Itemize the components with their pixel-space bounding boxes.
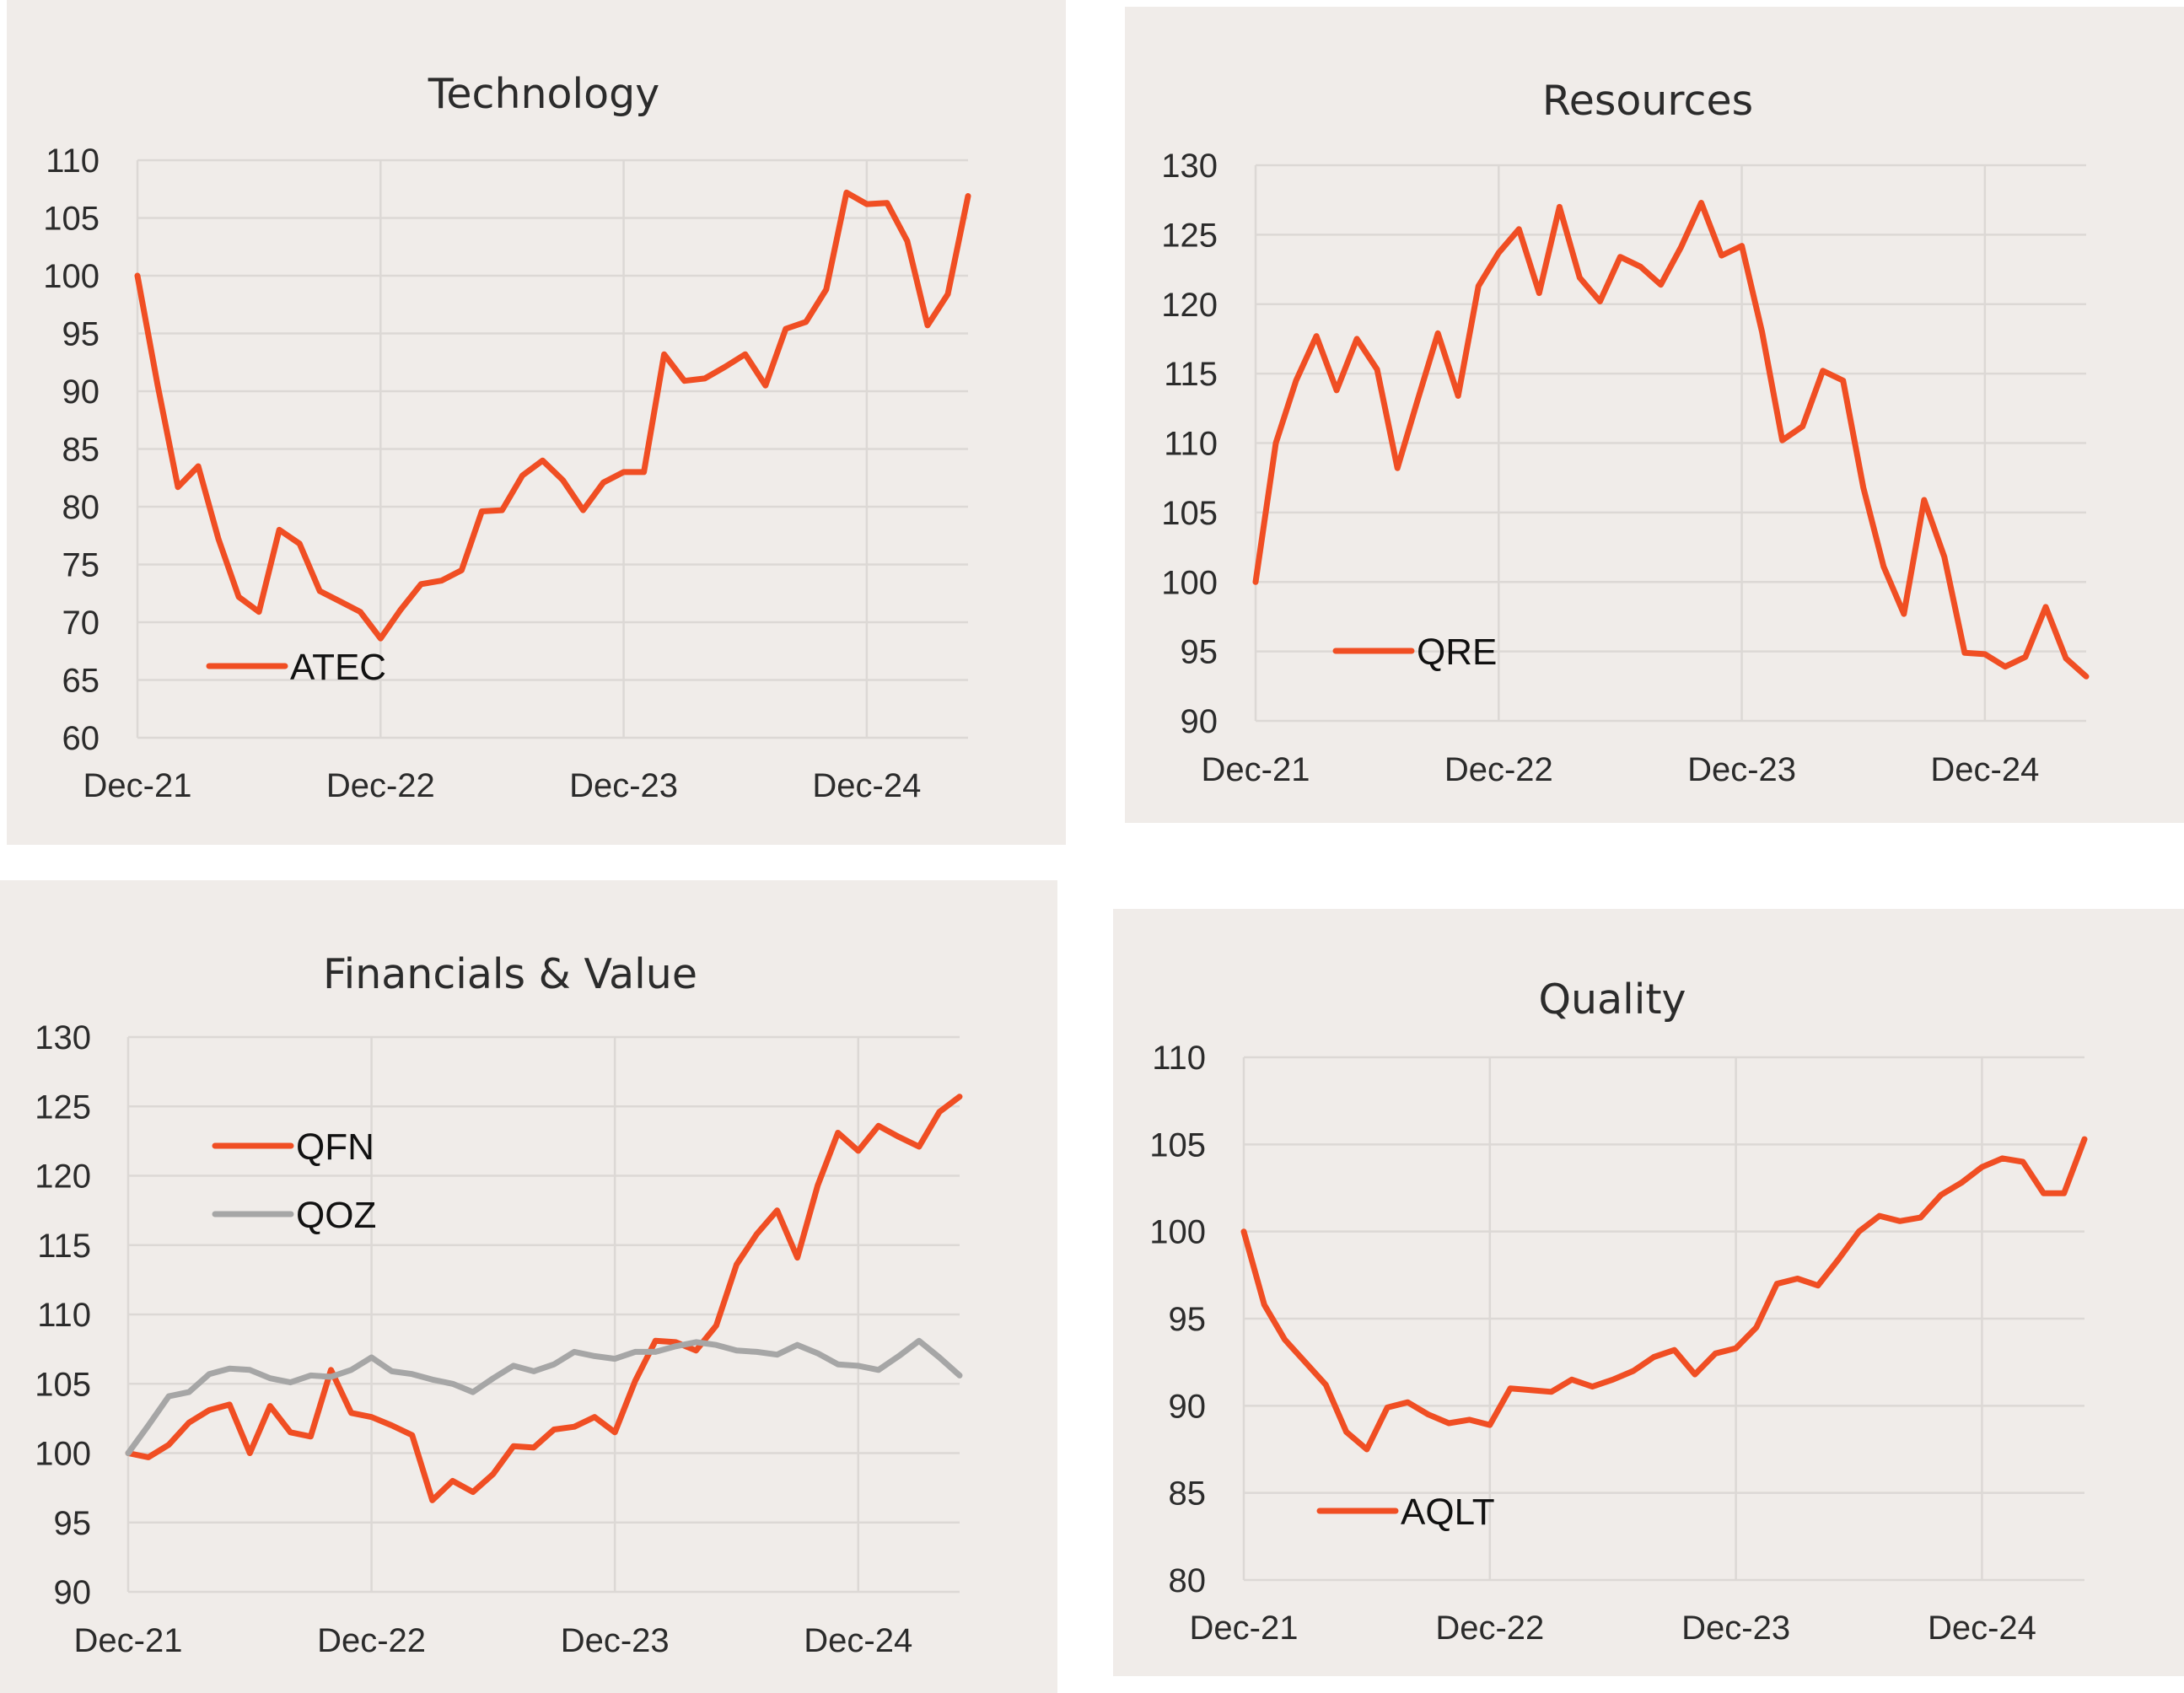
y-tick-label: 110 — [46, 142, 100, 180]
y-tick-label: 130 — [1161, 148, 1218, 185]
y-tick-label: 65 — [62, 663, 100, 700]
y-tick-label: 110 — [1152, 1040, 1206, 1077]
y-tick-label: 100 — [43, 258, 100, 295]
y-tick-label: 120 — [1161, 287, 1218, 324]
x-tick-label: Dec-22 — [326, 767, 435, 804]
y-tick-label: 60 — [62, 720, 100, 757]
x-tick-label: Dec-24 — [1928, 1610, 2036, 1647]
y-tick-label: 90 — [54, 1574, 92, 1611]
series-line-qoz — [125, 1337, 963, 1456]
y-tick-label: 115 — [1164, 356, 1218, 393]
x-tick-label: Dec-24 — [804, 1622, 912, 1659]
x-tick-label: Dec-21 — [83, 767, 192, 804]
y-tick-label: 100 — [35, 1436, 91, 1473]
legend-label: QFN — [296, 1126, 374, 1168]
chart-title: Resources — [1542, 77, 1753, 125]
legend-label: QRE — [1417, 632, 1497, 673]
series-line-qfn — [125, 1094, 963, 1503]
financials-value-chart-panel: Financials & Value 90 95 100 105 110 115 120 12… — [0, 880, 1057, 1693]
y-tick-label: 85 — [62, 432, 100, 469]
legend-label: AQLT — [1401, 1491, 1495, 1533]
resources-chart-panel: Resources 90 95 100 105 110 115 120 125 130 Dec-2… — [1125, 7, 2184, 823]
y-tick-label: 90 — [1169, 1388, 1207, 1425]
x-tick-label: Dec-21 — [1202, 751, 1310, 788]
x-tick-label: Dec-23 — [1687, 751, 1796, 788]
x-tick-label: Dec-22 — [1444, 751, 1553, 788]
x-tick-label: Dec-21 — [74, 1622, 183, 1659]
y-tick-label: 100 — [1161, 564, 1218, 601]
x-tick-label: Dec-24 — [812, 767, 921, 804]
x-tick-label: Dec-22 — [317, 1622, 426, 1659]
y-tick-label: 110 — [37, 1297, 91, 1334]
y-tick-label: 130 — [35, 1019, 91, 1056]
technology-chart: Technology 60 65 70 75 80 85 90 95 100 105 110 Dec-… — [43, 70, 971, 804]
resources-chart: Resources 90 95 100 105 110 115 120 125 130 Dec-2… — [1161, 77, 2090, 788]
y-tick-label: 115 — [37, 1228, 91, 1265]
y-tick-label: 95 — [54, 1505, 92, 1542]
y-tick-label: 100 — [1149, 1214, 1206, 1251]
y-tick-label: 105 — [1161, 495, 1218, 532]
series-line-atec — [134, 189, 971, 642]
x-tick-label: Dec-24 — [1930, 751, 2039, 788]
chart-title: Quality — [1538, 975, 1686, 1024]
x-tick-label: Dec-23 — [569, 767, 678, 804]
technology-chart-panel: Technology 60 65 70 75 80 85 90 95 100 105 110 Dec-… — [7, 0, 1066, 845]
financials-value-chart: Financials & Value 90 95 100 105 110 115 120 12… — [35, 950, 963, 1659]
y-tick-label: 75 — [62, 547, 100, 584]
chart-title: Financials & Value — [323, 950, 697, 998]
legend-label: QOZ — [296, 1195, 376, 1236]
y-tick-label: 90 — [62, 374, 100, 411]
x-tick-label: Dec-21 — [1190, 1610, 1299, 1647]
y-tick-label: 105 — [43, 201, 100, 238]
y-tick-label: 105 — [35, 1366, 91, 1403]
legend-label: ATEC — [290, 647, 386, 688]
y-tick-label: 85 — [1169, 1475, 1207, 1513]
quality-chart-panel: Quality 80 85 90 95 100 105 110 Dec-21 Dec-22 Dec… — [1113, 909, 2184, 1676]
chart-title: Technology — [428, 70, 659, 118]
y-tick-label: 80 — [1169, 1562, 1207, 1599]
y-tick-label: 105 — [1149, 1126, 1206, 1164]
x-tick-label: Dec-23 — [561, 1622, 670, 1659]
y-tick-label: 110 — [1164, 426, 1218, 463]
series-line-qre — [1252, 200, 2090, 680]
y-tick-label: 70 — [62, 605, 100, 642]
series-line-aqlt — [1240, 1136, 2088, 1453]
y-tick-label: 95 — [1169, 1301, 1207, 1338]
y-tick-label: 125 — [35, 1088, 91, 1126]
y-tick-label: 95 — [62, 316, 100, 353]
y-tick-label: 120 — [35, 1158, 91, 1196]
quality-chart: Quality 80 85 90 95 100 105 110 Dec-21 Dec-22 Dec… — [1149, 975, 2088, 1647]
y-tick-label: 80 — [62, 489, 100, 526]
x-tick-label: Dec-23 — [1681, 1610, 1790, 1647]
y-tick-label: 125 — [1161, 217, 1218, 254]
x-tick-label: Dec-22 — [1435, 1610, 1544, 1647]
y-tick-label: 95 — [1181, 634, 1218, 671]
y-tick-label: 90 — [1181, 703, 1218, 740]
